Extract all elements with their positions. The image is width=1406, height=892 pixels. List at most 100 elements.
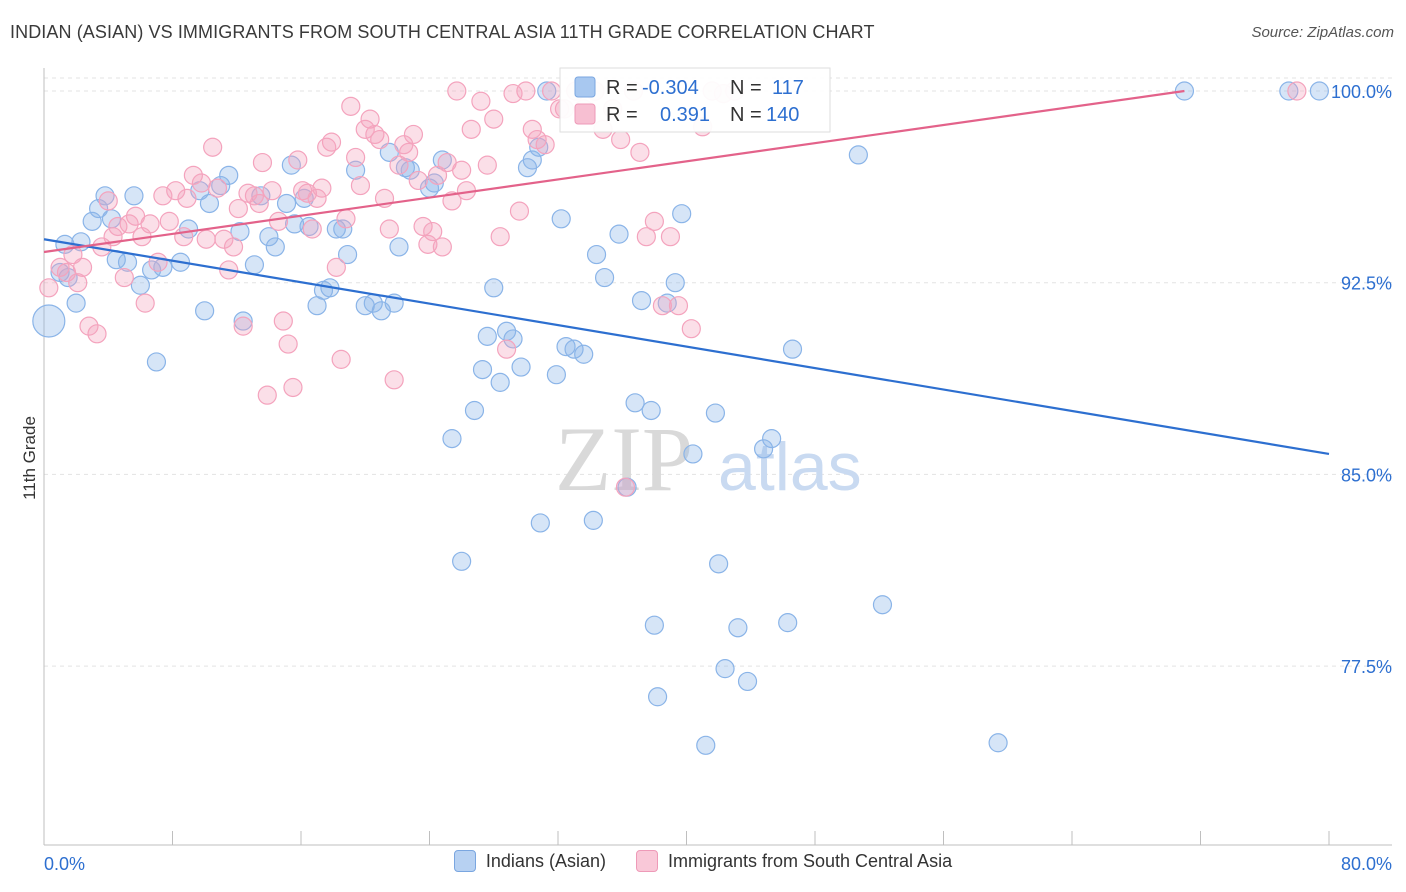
data-point <box>341 96 361 116</box>
data-point <box>644 211 664 231</box>
data-point <box>778 613 798 633</box>
data-point <box>413 216 433 237</box>
data-point <box>516 81 536 101</box>
data-point <box>715 659 735 679</box>
data-point <box>389 155 409 175</box>
chart-title: INDIAN (ASIAN) VS IMMIGRANTS FROM SOUTH … <box>10 22 875 42</box>
data-point <box>432 237 452 257</box>
data-point <box>631 290 652 311</box>
data-point <box>665 273 685 293</box>
data-point <box>472 359 493 380</box>
data-point <box>705 403 726 423</box>
data-point <box>326 257 346 277</box>
data-point <box>284 214 305 234</box>
data-point <box>257 385 277 405</box>
data-point <box>477 326 497 346</box>
data-point <box>233 311 253 331</box>
data-point <box>108 216 128 237</box>
data-point <box>490 372 510 392</box>
data-point <box>259 227 279 247</box>
stats-swatch-blue <box>574 76 596 98</box>
data-point <box>276 193 297 214</box>
data-point <box>461 119 481 139</box>
data-point <box>442 191 462 211</box>
legend-item-immigrants: Immigrants from South Central Asia <box>635 850 953 872</box>
data-point <box>497 339 517 359</box>
data-point <box>408 170 428 191</box>
data-point <box>753 439 774 459</box>
data-point <box>312 178 332 198</box>
data-point <box>114 267 134 288</box>
data-point <box>265 237 285 257</box>
x-tick-label: 0.0% <box>44 854 85 874</box>
data-point <box>530 513 550 533</box>
data-point <box>299 216 319 237</box>
data-point <box>636 227 656 247</box>
data-point <box>244 255 265 275</box>
legend: Indians (Asian) Immigrants from South Ce… <box>0 850 1406 872</box>
stats-box: R = -0.304 N = 117 R = 0.391 N = 140 <box>559 67 831 133</box>
data-point <box>551 209 571 229</box>
data-point <box>199 193 220 214</box>
data-point <box>484 278 504 298</box>
watermark-zip: ZIP <box>555 408 693 510</box>
data-point <box>583 510 603 530</box>
data-point <box>611 129 631 150</box>
data-point <box>337 244 358 265</box>
data-point <box>762 429 782 449</box>
data-point <box>297 183 318 203</box>
data-point <box>683 444 703 464</box>
data-point <box>32 304 66 338</box>
data-point <box>647 687 668 707</box>
data-point <box>283 377 303 398</box>
data-point <box>1279 81 1299 101</box>
data-point <box>39 278 59 298</box>
data-point <box>252 152 273 173</box>
y-tick-label: 85.0% <box>1341 465 1392 485</box>
data-point <box>355 119 375 139</box>
data-point <box>696 735 716 755</box>
data-point <box>484 109 504 129</box>
data-point <box>782 339 803 359</box>
data-point <box>331 349 351 369</box>
data-point <box>66 293 86 313</box>
data-point <box>615 477 636 497</box>
data-point <box>288 150 308 170</box>
data-point <box>522 119 542 139</box>
data-point <box>360 109 380 129</box>
data-point <box>384 370 404 390</box>
data-point <box>79 316 99 336</box>
data-point <box>177 188 197 208</box>
trend-lines <box>43 89 1330 456</box>
data-point <box>471 91 491 111</box>
data-point <box>98 191 118 211</box>
data-point <box>988 733 1008 753</box>
data-point <box>214 229 234 249</box>
data-point <box>452 551 472 571</box>
data-point <box>709 554 729 574</box>
legend-label-immigrants: Immigrants from South Central Asia <box>667 850 953 871</box>
y-tick-label: 92.5% <box>1341 274 1392 294</box>
stats-n-value-1: 117 <box>772 77 804 99</box>
y-tick-label: 77.5% <box>1341 657 1392 677</box>
tick-labels: 77.5% 85.0% 92.5% 100.0% 0.0% 80.0% <box>44 82 1392 874</box>
data-point <box>370 129 390 150</box>
data-point <box>153 186 173 206</box>
data-point <box>87 324 107 344</box>
legend-swatch-pink <box>635 850 658 872</box>
data-point <box>50 257 70 277</box>
trend-line-indians <box>43 238 1330 456</box>
data-point <box>477 155 497 175</box>
data-point <box>119 214 139 234</box>
data-point <box>644 615 664 635</box>
data-point <box>1309 81 1329 101</box>
data-point <box>660 227 681 247</box>
data-point <box>609 224 629 244</box>
legend-swatch-blue <box>453 850 476 872</box>
data-point <box>586 244 607 265</box>
stats-n-label-2: N = <box>730 104 762 126</box>
data-point <box>503 329 523 349</box>
y-tick-label: 100.0% <box>1331 82 1392 102</box>
data-point <box>442 429 462 449</box>
data-point <box>326 219 346 239</box>
